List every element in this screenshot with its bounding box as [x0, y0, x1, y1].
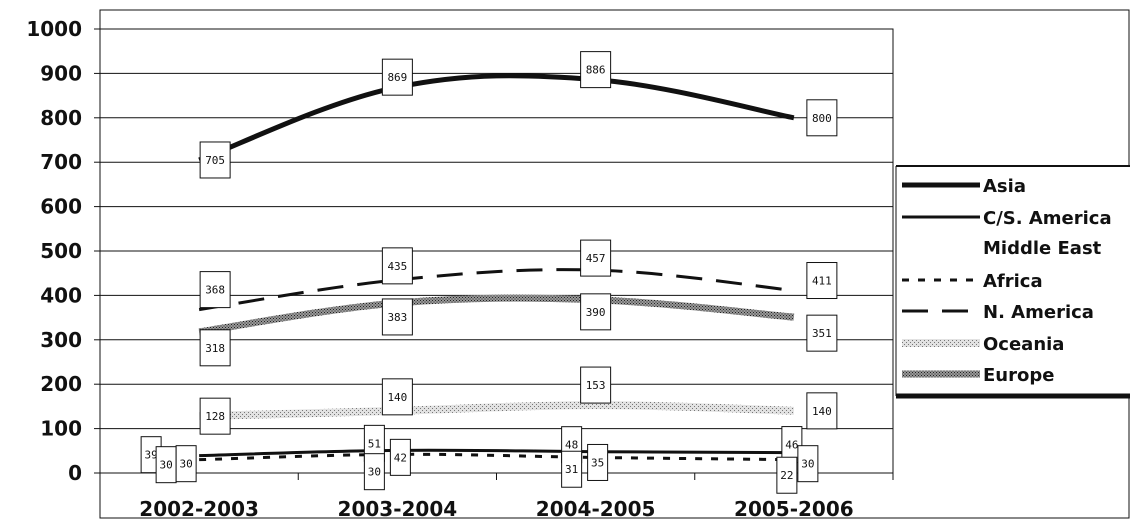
data-label-europe-0: 318	[205, 342, 225, 355]
y-tick-label-900: 900	[40, 61, 82, 85]
data-label-box-n-america-2	[580, 239, 612, 277]
data-label-africa-0: 30	[180, 458, 193, 471]
data-label-n-america-3: 411	[812, 275, 832, 288]
data-label-asia-0: 705	[205, 154, 225, 167]
data-label-box-europe-0	[199, 329, 231, 367]
x-tick-label-2003-2004: 2003-2004	[338, 497, 458, 520]
data-label-box-oceania-3	[806, 392, 838, 430]
data-label-box-europe-2	[580, 293, 612, 331]
data-label-europe-2: 390	[586, 306, 606, 319]
data-label-c-s-america-0: 39	[145, 449, 158, 462]
y-tick-label-0: 0	[68, 461, 82, 485]
y-tick-label-400: 400	[40, 283, 82, 307]
x-tick-label-2005-2006: 2005-2006	[734, 497, 854, 520]
data-label-box-n-america-1	[381, 247, 413, 285]
data-label-oceania-2: 153	[586, 379, 606, 392]
data-label-box-africa-2	[587, 443, 609, 481]
axes: 0 100 200 300 400 500 600 700 800 900 1000 2002-200…	[26, 17, 894, 521]
data-label-box-africa-3	[797, 445, 819, 483]
series-line-africa	[199, 452, 794, 462]
data-label-europe-1: 383	[387, 311, 407, 324]
data-label-box-oceania-2	[580, 366, 612, 404]
data-label-box-n-america-0	[199, 271, 231, 309]
y-tick-label-100: 100	[40, 417, 82, 441]
series-line-asia	[198, 73, 795, 163]
series-line-c-s-america	[199, 448, 794, 458]
data-label-box-middle-east-2	[561, 450, 583, 488]
data-label-box-oceania-0	[199, 397, 231, 435]
legend-label-c-s-america: C/S. America	[983, 208, 1112, 229]
data-label-middle-east-0: 30	[160, 459, 173, 472]
data-label-box-oceania-1	[381, 378, 413, 416]
data-label-box-asia-3	[806, 99, 838, 137]
data-label-europe-3: 351	[812, 327, 832, 340]
data-label-c-s-america-1: 51	[368, 437, 381, 450]
data-label-box-africa-0	[175, 445, 197, 483]
series-lines	[198, 73, 795, 466]
y-tick-label-300: 300	[40, 328, 82, 352]
y-tick-label-500: 500	[40, 239, 82, 263]
legend-label-n-america: N. America	[983, 302, 1094, 323]
data-label-box-asia-1	[381, 58, 413, 96]
y-tick-label-200: 200	[40, 372, 82, 396]
y-tick-label-1000: 1000	[26, 17, 82, 41]
series-line-oceania	[199, 401, 794, 421]
data-label-c-s-america-2: 48	[565, 439, 578, 452]
legend-label-asia: Asia	[983, 176, 1026, 197]
data-label-box-asia-0	[199, 141, 231, 179]
y-tick-label-800: 800	[40, 106, 82, 130]
legend-label-middle-east: Middle East	[983, 238, 1102, 259]
data-label-asia-1: 869	[387, 71, 407, 84]
data-label-n-america-1: 435	[387, 260, 407, 273]
data-label-africa-3: 30	[801, 458, 814, 471]
data-label-africa-2: 35	[591, 456, 604, 469]
data-label-box-europe-3	[806, 314, 838, 352]
data-label-asia-2: 886	[586, 64, 606, 77]
data-label-box-africa-1	[389, 438, 411, 476]
data-label-box-n-america-3	[806, 262, 838, 300]
data-label-box-middle-east-1	[363, 453, 385, 491]
legend: Asia C/S. America Middle East Africa N. Amer…	[895, 165, 1130, 399]
legend-label-europe: Europe	[983, 365, 1054, 386]
legend-label-oceania: Oceania	[983, 334, 1064, 355]
data-label-middle-east-2: 31	[565, 463, 578, 476]
legend-label-africa: Africa	[983, 271, 1043, 292]
data-label-middle-east-3: 22	[780, 469, 793, 482]
data-label-c-s-america-3: 46	[785, 439, 798, 452]
data-label-asia-3: 800	[812, 112, 832, 125]
data-label-n-america-2: 457	[586, 252, 606, 265]
data-label-oceania-1: 140	[387, 391, 407, 404]
data-label-africa-1: 42	[394, 451, 407, 464]
series-line-n-america	[198, 268, 795, 312]
x-tick-label-2002-2003: 2002-2003	[139, 497, 259, 520]
x-tick-label-2004-2005: 2004-2005	[536, 497, 656, 520]
data-label-n-america-0: 368	[205, 284, 225, 297]
data-label-oceania-0: 128	[205, 410, 225, 423]
data-label-oceania-3: 140	[812, 405, 832, 418]
data-label-middle-east-1: 30	[368, 466, 381, 479]
series-line-europe	[198, 294, 795, 336]
y-tick-label-600: 600	[40, 195, 82, 219]
data-label-box-europe-1	[381, 298, 413, 336]
data-label-box-middle-east-3	[776, 456, 798, 494]
data-label-box-asia-2	[580, 51, 612, 89]
series-line-middle-east	[199, 457, 794, 466]
y-tick-label-700: 700	[40, 150, 82, 174]
